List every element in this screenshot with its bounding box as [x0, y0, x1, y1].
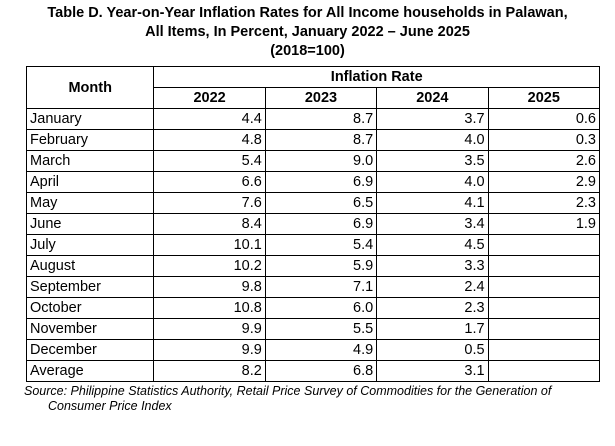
month-cell: December [25, 339, 155, 361]
rate-cell [487, 360, 601, 382]
inflation-rate-header: Inflation Rate [153, 66, 600, 88]
rate-cell: 8.7 [264, 129, 378, 151]
rate-cell: 6.6 [153, 171, 266, 193]
rate-cell [487, 318, 601, 340]
source-line-1: Source: Philippine Statistics Authority,… [24, 384, 552, 398]
table-row: November 9.9 5.5 1.7 [25, 318, 601, 340]
table-row: February 4.8 8.7 4.0 0.3 [25, 129, 601, 151]
table-row: September 9.8 7.1 2.4 [25, 276, 601, 298]
title-line-1: Table D. Year-on-Year Inflation Rates fo… [47, 5, 568, 21]
rate-cell [487, 234, 601, 256]
rate-cell: 2.9 [487, 171, 601, 193]
rate-cell: 9.9 [153, 318, 266, 340]
rate-cell: 4.1 [376, 192, 489, 214]
rate-cell: 4.5 [376, 234, 489, 256]
rate-cell: 2.4 [376, 276, 489, 298]
rate-cell [487, 255, 601, 277]
table-row: July 10.1 5.4 4.5 [25, 234, 601, 256]
rate-cell: 4.0 [376, 129, 489, 151]
source-note: Source: Philippine Statistics Authority,… [24, 384, 594, 414]
table-row: March 5.4 9.0 3.5 2.6 [25, 150, 601, 172]
table-row: December 9.9 4.9 0.5 [25, 339, 601, 361]
table-row: Average 8.2 6.8 3.1 [25, 360, 601, 382]
rate-cell: 4.0 [376, 171, 489, 193]
table-row: August 10.2 5.9 3.3 [25, 255, 601, 277]
rate-cell: 7.6 [153, 192, 266, 214]
table-row: May 7.6 6.5 4.1 2.3 [25, 192, 601, 214]
rate-cell: 2.3 [376, 297, 489, 319]
rate-cell: 6.0 [264, 297, 378, 319]
rate-cell: 2.6 [487, 150, 601, 172]
rate-cell: 8.7 [264, 108, 378, 130]
rate-cell: 5.4 [153, 150, 266, 172]
month-cell: March [25, 150, 155, 172]
rate-cell: 5.9 [264, 255, 378, 277]
rate-cell: 3.7 [376, 108, 489, 130]
rate-cell: 4.9 [264, 339, 378, 361]
month-cell: July [25, 234, 155, 256]
rate-cell: 5.5 [264, 318, 378, 340]
month-cell: June [25, 213, 155, 235]
rate-cell: 2.3 [487, 192, 601, 214]
rate-cell: 10.2 [153, 255, 266, 277]
rate-cell: 3.5 [376, 150, 489, 172]
source-line-2: Consumer Price Index [48, 399, 172, 413]
rate-cell: 4.4 [153, 108, 266, 130]
rate-cell: 0.6 [487, 108, 601, 130]
rate-cell: 0.3 [487, 129, 601, 151]
rate-cell: 7.1 [264, 276, 378, 298]
rate-cell: 6.9 [264, 213, 378, 235]
month-column-header: Month [25, 66, 155, 109]
rate-cell: 10.8 [153, 297, 266, 319]
rate-cell: 6.9 [264, 171, 378, 193]
rate-cell: 3.4 [376, 213, 489, 235]
rate-cell [487, 339, 601, 361]
table-title: Table D. Year-on-Year Inflation Rates fo… [0, 0, 615, 61]
month-cell: August [25, 255, 155, 277]
month-cell: September [25, 276, 155, 298]
month-cell: Average [25, 360, 155, 382]
rate-cell: 8.2 [153, 360, 266, 382]
table-row: June 8.4 6.9 3.4 1.9 [25, 213, 601, 235]
table-body: January 4.4 8.7 3.7 0.6 February 4.8 8.7 4.0 0.3 M… [25, 108, 601, 382]
rate-cell: 1.7 [376, 318, 489, 340]
year-header: 2023 [264, 87, 378, 109]
year-header: 2024 [376, 87, 489, 109]
rate-cell: 10.1 [153, 234, 266, 256]
rate-cell: 6.8 [264, 360, 378, 382]
rate-cell: 3.3 [376, 255, 489, 277]
rate-cell: 1.9 [487, 213, 601, 235]
rate-cell: 9.8 [153, 276, 266, 298]
rate-cell [487, 276, 601, 298]
rate-cell: 8.4 [153, 213, 266, 235]
rate-cell: 9.0 [264, 150, 378, 172]
rate-cell: 5.4 [264, 234, 378, 256]
title-line-2: All Items, In Percent, January 2022 – Ju… [145, 24, 470, 40]
month-cell: January [25, 108, 155, 130]
month-cell: February [25, 129, 155, 151]
rate-cell: 4.8 [153, 129, 266, 151]
month-cell: October [25, 297, 155, 319]
year-header: 2025 [487, 87, 601, 109]
inflation-table: Month Inflation Rate 2022 2023 2024 2025… [25, 66, 601, 382]
month-cell: April [25, 171, 155, 193]
rate-cell [487, 297, 601, 319]
table-row: April 6.6 6.9 4.0 2.9 [25, 171, 601, 193]
title-line-3: (2018=100) [270, 43, 345, 59]
year-header: 2022 [153, 87, 266, 109]
rate-cell: 9.9 [153, 339, 266, 361]
rate-cell: 3.1 [376, 360, 489, 382]
table-row: January 4.4 8.7 3.7 0.6 [25, 108, 601, 130]
rate-cell: 0.5 [376, 339, 489, 361]
month-cell: May [25, 192, 155, 214]
rate-cell: 6.5 [264, 192, 378, 214]
month-cell: November [25, 318, 155, 340]
table-row: October 10.8 6.0 2.3 [25, 297, 601, 319]
